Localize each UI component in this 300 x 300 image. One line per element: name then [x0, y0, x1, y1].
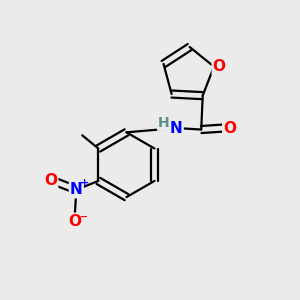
Text: O: O: [213, 59, 226, 74]
Text: N: N: [70, 182, 83, 197]
Text: ⁻: ⁻: [80, 213, 88, 228]
Text: O: O: [223, 121, 236, 136]
Text: H: H: [158, 116, 170, 130]
Text: N: N: [170, 121, 183, 136]
Text: +: +: [80, 178, 89, 188]
Text: O: O: [44, 173, 57, 188]
Text: O: O: [68, 214, 81, 229]
